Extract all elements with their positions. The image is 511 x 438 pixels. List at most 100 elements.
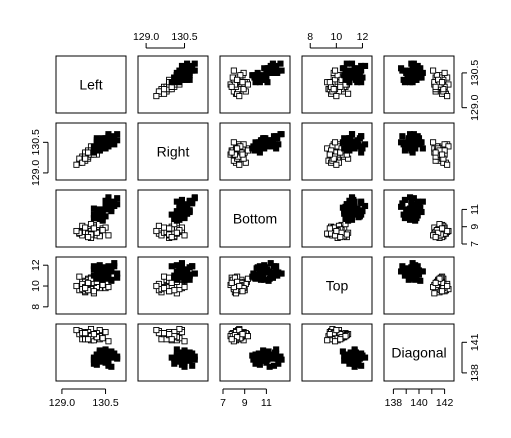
data-point — [93, 208, 100, 216]
tick-label: 8 — [30, 304, 42, 310]
data-point — [254, 69, 261, 76]
data-point — [331, 338, 339, 345]
data-point — [189, 362, 196, 369]
data-point — [160, 86, 168, 93]
data-point — [399, 133, 406, 140]
data-point — [99, 273, 106, 280]
data-point — [90, 331, 97, 338]
data-point — [90, 225, 97, 232]
tick-label: 130.5 — [92, 397, 118, 409]
data-point — [275, 360, 282, 367]
data-point — [82, 330, 89, 337]
data-point — [430, 67, 437, 74]
data-point — [171, 360, 178, 367]
data-point — [254, 143, 261, 150]
data-point — [412, 72, 419, 79]
data-point — [337, 149, 344, 156]
data-point — [260, 135, 267, 142]
data-point — [278, 270, 285, 277]
tick-label: 9 — [469, 224, 481, 230]
data-point — [108, 268, 115, 275]
scatter-panel-right-vs-bottom — [219, 122, 291, 181]
data-point — [73, 227, 80, 235]
data-point — [260, 357, 267, 364]
data-point — [191, 67, 198, 74]
data-point — [346, 76, 353, 83]
data-point — [266, 363, 273, 370]
data-point — [351, 203, 358, 210]
data-point — [76, 273, 83, 280]
data-point — [105, 338, 112, 345]
data-point — [249, 145, 256, 152]
data-point — [345, 90, 352, 97]
data-point — [412, 217, 419, 224]
data-point — [409, 263, 416, 270]
data-point — [263, 349, 270, 356]
data-point — [273, 346, 280, 353]
data-point — [438, 288, 446, 295]
tick-label: 130.5 — [171, 31, 197, 43]
data-point — [432, 83, 439, 90]
data-point — [343, 60, 350, 67]
data-point — [358, 362, 365, 369]
tick-label: 7 — [469, 241, 481, 247]
data-point — [153, 227, 160, 235]
data-point — [419, 69, 426, 76]
data-point — [168, 279, 175, 286]
data-point — [269, 355, 276, 362]
left-axis-right: 129.0 130.5 — [30, 129, 49, 186]
tick-label: 11 — [261, 397, 272, 409]
data-point — [345, 145, 352, 152]
data-point — [343, 201, 350, 208]
data-point — [160, 330, 168, 337]
data-point — [362, 62, 369, 69]
data-point — [419, 198, 426, 205]
data-point — [333, 161, 340, 168]
scatter-panel-bottom-vs-top — [301, 189, 373, 248]
data-point — [114, 355, 121, 362]
panel-frame — [55, 55, 127, 114]
data-point — [105, 194, 112, 201]
scatter-panel-left-vs-top — [301, 55, 373, 114]
data-point — [358, 149, 365, 156]
scatter-panel-left-vs-diagonal — [383, 55, 455, 114]
data-point — [337, 336, 344, 343]
diagonal-panel-right: Right — [137, 122, 209, 181]
data-point — [330, 86, 337, 93]
data-point — [277, 60, 284, 67]
scatter-panel-diagonal-vs-bottom — [219, 323, 291, 382]
scatter-panel-bottom-vs-left — [55, 189, 127, 248]
data-point — [405, 272, 412, 279]
data-point — [348, 194, 356, 201]
scatter-panel-right-vs-top — [301, 122, 373, 181]
scatter-panel-top-vs-bottom — [219, 256, 291, 315]
data-point — [105, 232, 112, 239]
data-point — [236, 161, 243, 168]
scatter-panel-diagonal-vs-top — [301, 323, 373, 382]
data-point — [90, 149, 97, 156]
data-point — [166, 331, 173, 338]
variable-label-right: Right — [157, 144, 190, 160]
data-point — [111, 260, 118, 267]
tick-label: 7 — [220, 397, 226, 409]
data-point — [186, 208, 193, 216]
data-point — [99, 352, 106, 359]
data-point — [444, 93, 451, 100]
data-point — [99, 145, 106, 152]
top-axis-top: 8 10 12 — [307, 31, 368, 49]
data-point — [333, 227, 340, 235]
data-point — [102, 346, 109, 353]
data-point — [166, 274, 173, 281]
data-point — [346, 208, 353, 216]
data-point — [351, 363, 358, 370]
data-point — [178, 196, 186, 203]
data-point — [82, 224, 89, 231]
tick-label: 9 — [242, 397, 248, 409]
data-point — [333, 93, 340, 100]
data-point — [191, 194, 198, 201]
data-point — [337, 234, 344, 241]
data-point — [362, 141, 369, 148]
data-point — [181, 65, 188, 72]
data-point — [105, 356, 112, 363]
data-point — [82, 285, 89, 292]
